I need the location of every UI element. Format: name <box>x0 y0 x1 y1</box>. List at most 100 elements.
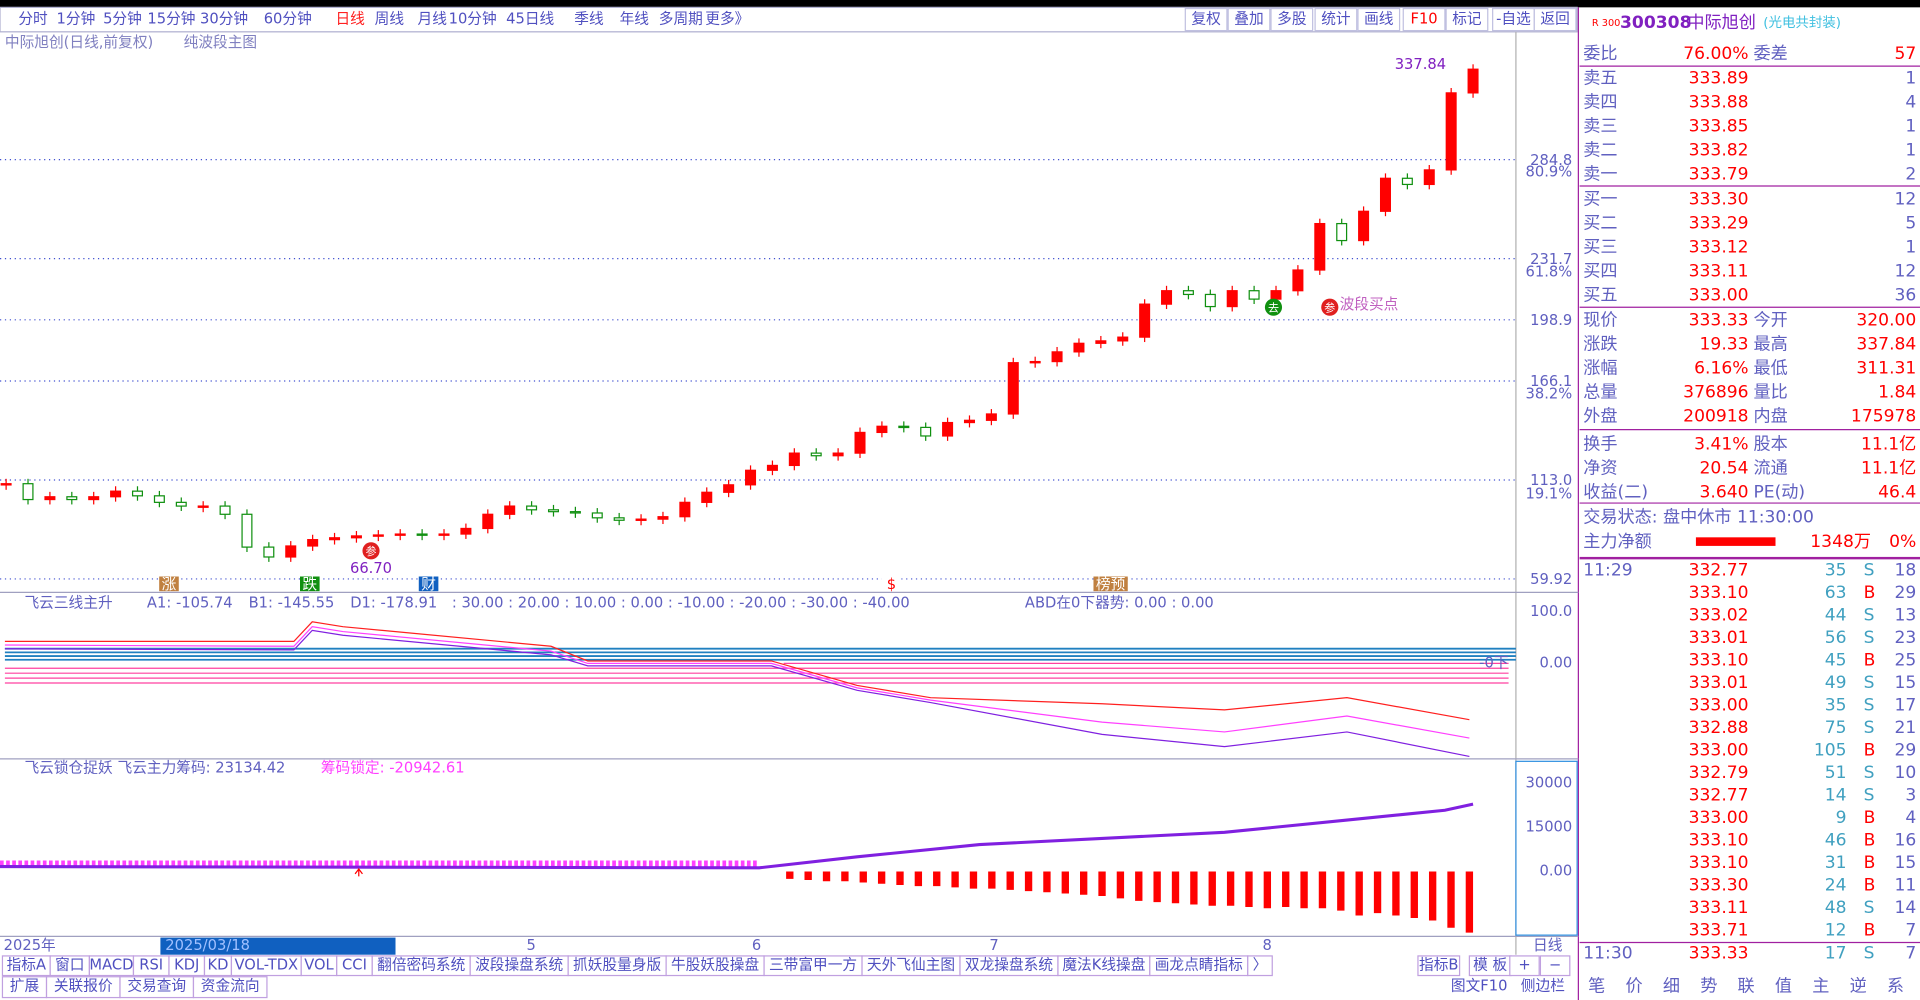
candle <box>898 425 910 429</box>
tab[interactable] <box>1539 955 1571 977</box>
fib-tick: 61.8% <box>1526 263 1573 280</box>
signal-label: 参 <box>1324 300 1335 314</box>
panel-value: 飞云主力筹码: 23134.42 <box>118 760 286 777</box>
panel-value: ABD在0下器势: 0.00 : 0.00 <box>1025 594 1214 611</box>
candle <box>745 469 757 486</box>
book-volume: 36 <box>1895 285 1917 305</box>
book-volume: 4 <box>1905 92 1916 112</box>
tick-volume: 49 <box>1825 673 1847 693</box>
candle <box>66 496 78 501</box>
period-tab[interactable]: 15分钟 <box>147 11 195 28</box>
tab-label: − <box>1549 957 1561 974</box>
tool-button[interactable] <box>1314 7 1358 32</box>
tool-button[interactable] <box>1402 7 1446 32</box>
price-tick: 113.0 <box>1530 472 1572 489</box>
indicator-line <box>4 626 1470 739</box>
tick-volume: 105 <box>1814 741 1847 761</box>
side-tab[interactable]: 值 <box>1775 977 1792 997</box>
tick-count: 15 <box>1895 673 1917 693</box>
quote-label: 涨跌 <box>1583 335 1617 355</box>
tab-label: 〉 <box>1253 957 1268 974</box>
tab[interactable] <box>1417 955 1461 977</box>
candle <box>175 501 187 507</box>
date-label: 2025年 <box>4 937 56 954</box>
tick-volume: 9 <box>1836 808 1847 828</box>
quote-label: 最高 <box>1753 335 1787 355</box>
tab[interactable] <box>1247 955 1273 977</box>
tick-side: B <box>1864 921 1876 941</box>
date-label: 6 <box>752 937 761 954</box>
period-tab[interactable]: 45日线 <box>506 11 554 28</box>
period-tab[interactable]: 分时 <box>18 11 48 28</box>
tick-count: 29 <box>1895 583 1917 603</box>
candle <box>110 490 122 498</box>
period-tab[interactable]: 周线 <box>375 11 405 28</box>
event-marker: 榜预 <box>1096 576 1126 593</box>
side-tab[interactable]: 主 <box>1812 977 1829 997</box>
indicator-line <box>4 621 1470 721</box>
period-tab[interactable]: 季线 <box>574 11 604 28</box>
band-lines <box>4 647 1516 661</box>
candle <box>1423 169 1435 186</box>
footer-tab[interactable] <box>192 976 268 999</box>
candle <box>1182 290 1194 296</box>
tool-button[interactable] <box>1270 7 1314 32</box>
candle <box>679 501 691 518</box>
tool-button[interactable] <box>1184 7 1228 32</box>
tab[interactable] <box>1509 955 1540 977</box>
quote-label: 今开 <box>1753 311 1787 331</box>
tool-button[interactable] <box>1533 7 1577 32</box>
side-tab[interactable]: 细 <box>1663 977 1680 997</box>
tick-count: 21 <box>1895 718 1917 738</box>
event-box <box>881 576 902 592</box>
period-tab[interactable]: 月线 <box>418 11 448 28</box>
event-marker: 财 <box>421 576 436 593</box>
candle <box>1095 340 1107 344</box>
candle <box>635 518 647 521</box>
tab-label: 指标A <box>7 957 46 974</box>
side-tab[interactable]: 逆 <box>1850 977 1867 997</box>
book-label: 卖五 <box>1583 68 1617 88</box>
side-tab[interactable]: 笔 <box>1588 977 1605 997</box>
tab-label: 魔法K线操盘 <box>1062 956 1145 974</box>
tab-label: + <box>1518 957 1530 974</box>
tick-side: S <box>1864 763 1875 783</box>
quote-label: 内盘 <box>1753 407 1787 427</box>
signal-label: 参 <box>366 544 377 558</box>
footer-label[interactable]: 图文F10 <box>1451 978 1508 995</box>
tool-button[interactable] <box>1445 7 1489 32</box>
period-tab[interactable]: 更多》 <box>705 11 749 28</box>
date-label: 8 <box>1262 937 1271 954</box>
period-tab[interactable]: 10分钟 <box>449 11 497 28</box>
candle <box>263 546 275 558</box>
side-tab[interactable]: 联 <box>1738 977 1755 997</box>
period-tab[interactable]: 多周期 <box>659 11 703 28</box>
tick-count: 16 <box>1895 831 1917 851</box>
footer-label[interactable]: 侧边栏 <box>1521 978 1565 995</box>
side-tab[interactable]: 势 <box>1700 977 1717 997</box>
tick-count: 18 <box>1895 560 1917 580</box>
candle <box>153 495 165 503</box>
tab-label: 牛股妖股操盘 <box>671 956 759 974</box>
tool-button[interactable] <box>1227 7 1271 32</box>
period-tab[interactable]: 5分钟 <box>103 11 142 28</box>
book-label: 卖三 <box>1583 116 1617 136</box>
candle <box>657 516 669 520</box>
quote-value: 3.640 <box>1700 482 1749 502</box>
tool-button[interactable] <box>1357 7 1401 32</box>
candle <box>1336 222 1348 242</box>
side-tab[interactable]: 系 <box>1887 977 1904 997</box>
tick-price: 332.79 <box>1689 763 1749 783</box>
period-tab[interactable]: 30分钟 <box>200 11 248 28</box>
tick-price: 333.10 <box>1689 853 1749 873</box>
panel-axis: 15000 <box>1526 818 1573 835</box>
period-tab[interactable]: 日线 <box>336 11 366 28</box>
tick-side: B <box>1864 741 1876 761</box>
tick-count: 23 <box>1895 628 1917 648</box>
side-tab[interactable]: 价 <box>1626 977 1643 997</box>
period-tab[interactable]: 年线 <box>620 11 650 28</box>
period-tab[interactable]: 60分钟 <box>264 11 312 28</box>
quote-value: 376896 <box>1683 383 1748 403</box>
period-tab[interactable]: 1分钟 <box>57 11 96 28</box>
quote-value: 11.1亿 <box>1861 458 1916 478</box>
